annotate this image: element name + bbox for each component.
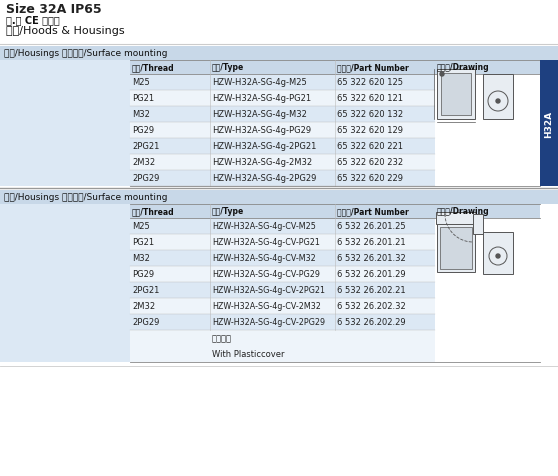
Text: HZW-H32A-SG-4g-CV-2PG29: HZW-H32A-SG-4g-CV-2PG29	[212, 317, 325, 327]
Bar	[130, 155, 435, 170]
Bar	[130, 91, 435, 107]
Circle shape	[496, 255, 500, 258]
Text: HZW-H32A-SG-4g-PG29: HZW-H32A-SG-4g-PG29	[212, 126, 311, 135]
Text: 2PG29: 2PG29	[132, 174, 160, 183]
Text: 2PG21: 2PG21	[132, 142, 160, 151]
Text: 6 532 26.202.21: 6 532 26.202.21	[337, 286, 406, 294]
Circle shape	[496, 100, 500, 104]
Bar	[437, 70, 475, 120]
Bar	[440, 228, 472, 269]
Text: 尺寸图/Drawing: 尺寸图/Drawing	[437, 63, 489, 72]
Text: HZW-H32A-SG-4g-CV-M25: HZW-H32A-SG-4g-CV-M25	[212, 221, 316, 230]
Bar	[130, 61, 540, 75]
Bar	[436, 213, 476, 225]
Text: PG21: PG21	[132, 238, 154, 247]
Text: Ⓛ.Ⓛ CE ⓘⓘⓘ: Ⓛ.Ⓛ CE ⓘⓘⓘ	[6, 15, 60, 25]
Bar	[540, 61, 558, 187]
Text: 订货号/Part Number: 订货号/Part Number	[337, 63, 409, 72]
Circle shape	[440, 73, 444, 77]
Text: With Plasticcover: With Plasticcover	[212, 349, 285, 358]
Text: 2PG29: 2PG29	[132, 317, 160, 327]
Text: 6 532 26.202.29: 6 532 26.202.29	[337, 317, 406, 327]
Text: 65 322 620 132: 65 322 620 132	[337, 110, 403, 119]
Text: M25: M25	[132, 221, 150, 230]
Text: 6 532 26.202.32: 6 532 26.202.32	[337, 301, 406, 310]
Bar	[130, 250, 435, 267]
Text: 2PG21: 2PG21	[132, 286, 160, 294]
Text: 外壳/Hoods & Housings: 外壳/Hoods & Housings	[6, 26, 124, 36]
Text: M32: M32	[132, 110, 150, 119]
Bar	[130, 139, 435, 155]
Text: 订货号/Part Number: 订货号/Part Number	[337, 207, 409, 216]
Text: M25: M25	[132, 78, 150, 87]
Bar	[441, 74, 471, 116]
Text: M32: M32	[132, 253, 150, 262]
Bar	[437, 225, 475, 272]
Text: HZW-H32A-SG-4g-CV-M32: HZW-H32A-SG-4g-CV-M32	[212, 253, 316, 262]
Text: 下壳/Housings 表面安裃/Surface mounting: 下壳/Housings 表面安裃/Surface mounting	[4, 49, 167, 58]
Bar	[130, 330, 435, 362]
Text: 带塑料盖: 带塑料盖	[212, 333, 232, 342]
Bar	[483, 232, 513, 275]
Bar	[0, 47, 558, 61]
Text: HZW-H32A-SG-4g-CV-2PG21: HZW-H32A-SG-4g-CV-2PG21	[212, 286, 325, 294]
Text: HZW-H32A-SG-4g-CV-PG21: HZW-H32A-SG-4g-CV-PG21	[212, 238, 320, 247]
Text: 螺纹/Thread: 螺纹/Thread	[132, 207, 175, 216]
Text: 65 322 620 229: 65 322 620 229	[337, 174, 403, 183]
Text: HZW-H32A-SG-4g-M32: HZW-H32A-SG-4g-M32	[212, 110, 307, 119]
Text: 65 322 620 121: 65 322 620 121	[337, 94, 403, 103]
Text: HZW-H32A-SG-4g-CV-PG29: HZW-H32A-SG-4g-CV-PG29	[212, 269, 320, 278]
Text: 型号/Type: 型号/Type	[212, 63, 244, 72]
Text: 下壳/Housings 表面安裃/Surface mounting: 下壳/Housings 表面安裃/Surface mounting	[4, 193, 167, 201]
Bar	[130, 298, 435, 314]
Bar	[130, 107, 435, 123]
Bar	[130, 123, 435, 139]
Text: PG29: PG29	[132, 269, 154, 278]
Bar	[130, 75, 435, 91]
Text: PG29: PG29	[132, 126, 154, 135]
Bar	[473, 215, 483, 235]
Text: Size 32A IP65: Size 32A IP65	[6, 3, 102, 16]
Bar	[130, 170, 435, 187]
Text: 螺纹/Thread: 螺纹/Thread	[132, 63, 175, 72]
Text: HZW-H32A-SG-4g-2M32: HZW-H32A-SG-4g-2M32	[212, 158, 312, 167]
Bar	[130, 267, 435, 282]
Text: 6 532 26.201.29: 6 532 26.201.29	[337, 269, 406, 278]
Bar	[483, 75, 513, 120]
Bar	[130, 282, 435, 298]
Text: 65 322 620 125: 65 322 620 125	[337, 78, 403, 87]
Bar	[130, 314, 435, 330]
Bar	[0, 190, 558, 205]
Text: 65 322 620 232: 65 322 620 232	[337, 158, 403, 167]
Bar	[130, 218, 435, 235]
Bar	[130, 205, 540, 218]
Text: 65 322 620 129: 65 322 620 129	[337, 126, 403, 135]
Bar	[0, 61, 130, 187]
Text: 65 322 620 221: 65 322 620 221	[337, 142, 403, 151]
Text: 6 532 26.201.32: 6 532 26.201.32	[337, 253, 406, 262]
Text: HZW-H32A-SG-4g-2PG29: HZW-H32A-SG-4g-2PG29	[212, 174, 316, 183]
Text: 6 532 26.201.21: 6 532 26.201.21	[337, 238, 406, 247]
Text: HZW-H32A-SG-4g-2PG21: HZW-H32A-SG-4g-2PG21	[212, 142, 316, 151]
Text: HZW-H32A-SG-4g-M25: HZW-H32A-SG-4g-M25	[212, 78, 307, 87]
Text: 2M32: 2M32	[132, 301, 155, 310]
Text: HZW-H32A-SG-4g-CV-2M32: HZW-H32A-SG-4g-CV-2M32	[212, 301, 321, 310]
Text: H32A: H32A	[545, 110, 554, 137]
Text: 尺寸图/Drawing: 尺寸图/Drawing	[437, 207, 489, 216]
Bar	[130, 235, 435, 250]
Bar	[0, 205, 130, 362]
Text: HZW-H32A-SG-4g-PG21: HZW-H32A-SG-4g-PG21	[212, 94, 311, 103]
Text: 型号/Type: 型号/Type	[212, 207, 244, 216]
Text: 2M32: 2M32	[132, 158, 155, 167]
Text: 6 532 26.201.25: 6 532 26.201.25	[337, 221, 406, 230]
Text: PG21: PG21	[132, 94, 154, 103]
